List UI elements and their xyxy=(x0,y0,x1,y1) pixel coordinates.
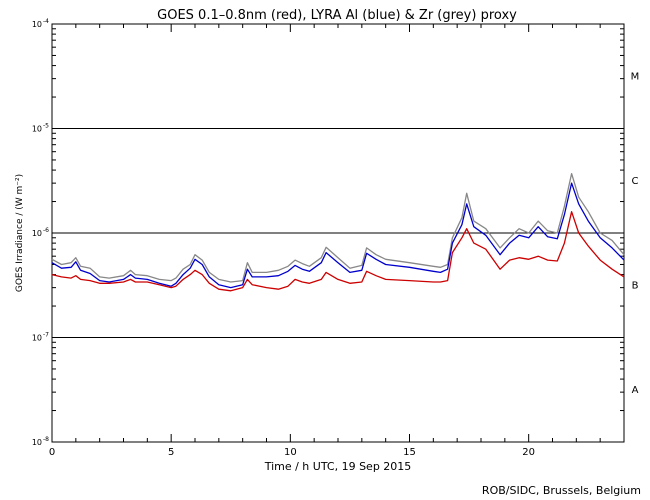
series-line-1 xyxy=(51,182,625,289)
x-tick-label-3: 15 xyxy=(403,447,416,458)
flare-class-labels: M C B A xyxy=(631,72,640,396)
series-line-2 xyxy=(51,211,625,292)
x-tick-label-2: 10 xyxy=(284,447,297,458)
y-axis-ticks: 10-810-710-610-510-4 xyxy=(32,18,624,447)
y-tick-exp-2: -6 xyxy=(43,227,49,234)
x-axis-label: Time / h UTC, 19 Sep 2015 xyxy=(264,460,412,473)
y-tick-exp-4: -4 xyxy=(43,18,49,25)
y-tick-label-2: 10 xyxy=(32,229,42,238)
class-label-b: B xyxy=(632,281,639,292)
class-label-c: C xyxy=(632,176,639,187)
y-tick-label-3: 10 xyxy=(32,125,42,134)
y-axis-label: GOES Irradiance / (W m⁻²) xyxy=(15,174,25,292)
y-tick-exp-0: -8 xyxy=(43,436,49,443)
y-tick-exp-1: -7 xyxy=(43,332,49,339)
x-tick-label-0: 0 xyxy=(49,447,55,458)
y-tick-exp-3: -5 xyxy=(43,123,49,130)
y-tick-label-4: 10 xyxy=(32,20,42,29)
x-tick-label-1: 5 xyxy=(168,447,174,458)
flare-class-lines xyxy=(52,128,624,338)
x-tick-label-4: 20 xyxy=(522,447,535,458)
data-series xyxy=(51,172,625,292)
x-axis-ticks: 0 5 10 15 20 xyxy=(49,24,625,458)
class-label-a: A xyxy=(632,385,639,396)
credit-text: ROB/SIDC, Brussels, Belgium xyxy=(482,484,641,497)
class-label-m: M xyxy=(631,72,640,83)
chart-title: GOES 0.1–0.8nm (red), LYRA Al (blue) & Z… xyxy=(157,8,517,23)
y-tick-label-1: 10 xyxy=(32,334,42,343)
y-tick-label-0: 10 xyxy=(32,438,42,447)
series-line-0 xyxy=(51,172,625,283)
